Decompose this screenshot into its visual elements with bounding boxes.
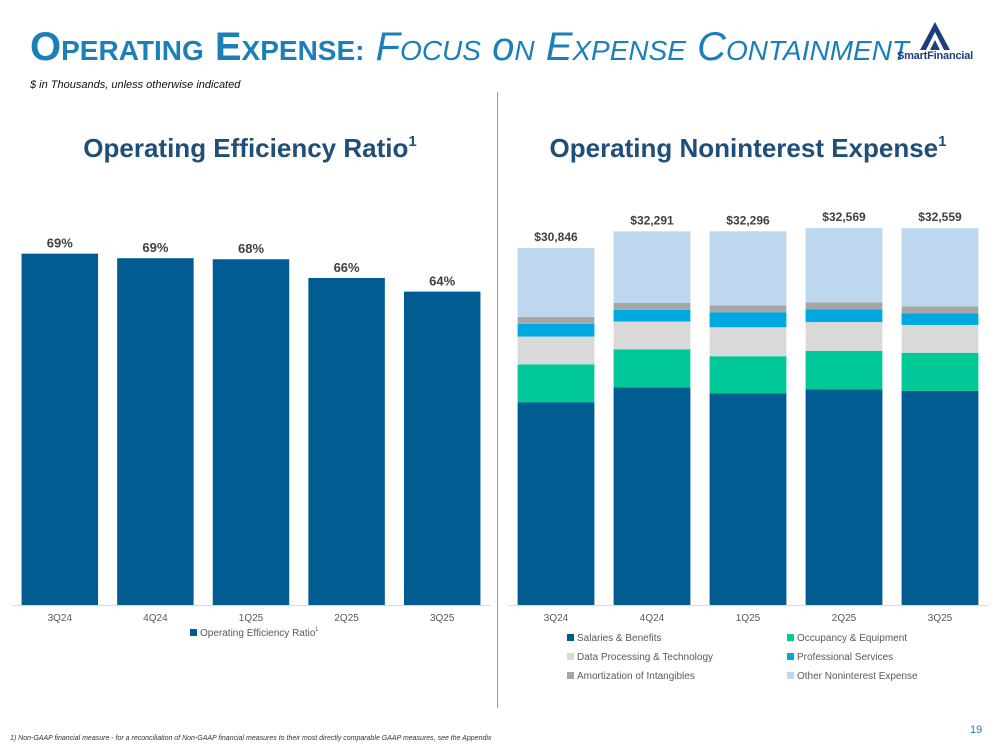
efficiency-tick-label: 4Q24	[143, 613, 168, 624]
efficiency-data-label: 69%	[142, 240, 168, 255]
efficiency-legend-label: Operating Efficiency Ratio	[200, 628, 316, 639]
noninterest-expense-title-sup: 1	[938, 133, 947, 150]
efficiency-bar-3Q24	[21, 253, 99, 605]
efficiency-legend-swatch	[190, 629, 197, 636]
efficiency-tick-label: 1Q25	[239, 613, 264, 624]
logo-text: SmartFinancial	[896, 50, 974, 62]
page-number: 19	[970, 724, 983, 736]
page-title-part2: FOCUS oN EXPENSE CONTAINMENT	[375, 25, 910, 69]
noninterest-expense-title-text: Operating Noninterest Expense	[549, 133, 939, 163]
efficiency-bar-4Q24	[117, 258, 194, 605]
efficiency-tick-label: 3Q25	[430, 613, 455, 624]
efficiency-ratio-title-sup: 1	[408, 133, 417, 150]
efficiency-data-label: 66%	[334, 260, 360, 275]
efficiency-data-label: 69%	[47, 236, 73, 251]
section-divider	[497, 92, 498, 708]
noninterest-expense-chart-title: Operating Noninterest Expense1	[508, 133, 988, 164]
page-title-part1-text: OPERATING EXPENSE:	[30, 25, 365, 69]
units-note: $ in Thousands, unless otherwise indicat…	[30, 79, 241, 91]
efficiency-tick-label: 2Q25	[334, 613, 359, 624]
footnote: 1) Non-GAAP financial measure - for a re…	[10, 735, 492, 742]
efficiency-bar-1Q25	[212, 259, 290, 605]
efficiency-ratio-title-text: Operating Efficiency Ratio	[83, 133, 409, 163]
page-title: OPERATING EXPENSE: FOCUS oN EXPENSE CONT…	[30, 22, 909, 76]
efficiency-data-label: 68%	[238, 241, 264, 256]
company-logo: SmartFinancial	[880, 20, 990, 70]
efficiency-legend-sup: 1	[315, 627, 319, 633]
efficiency-bar-3Q25	[403, 291, 481, 605]
efficiency-data-label: 64%	[429, 274, 455, 289]
efficiency-tick-label: 3Q24	[48, 613, 73, 624]
logo-mark-icon	[920, 22, 950, 50]
efficiency-ratio-chart-title: Operating Efficiency Ratio1	[10, 133, 490, 164]
page-title-part1: OPERATING EXPENSE:	[30, 25, 376, 69]
efficiency-bar-2Q25	[308, 277, 385, 605]
